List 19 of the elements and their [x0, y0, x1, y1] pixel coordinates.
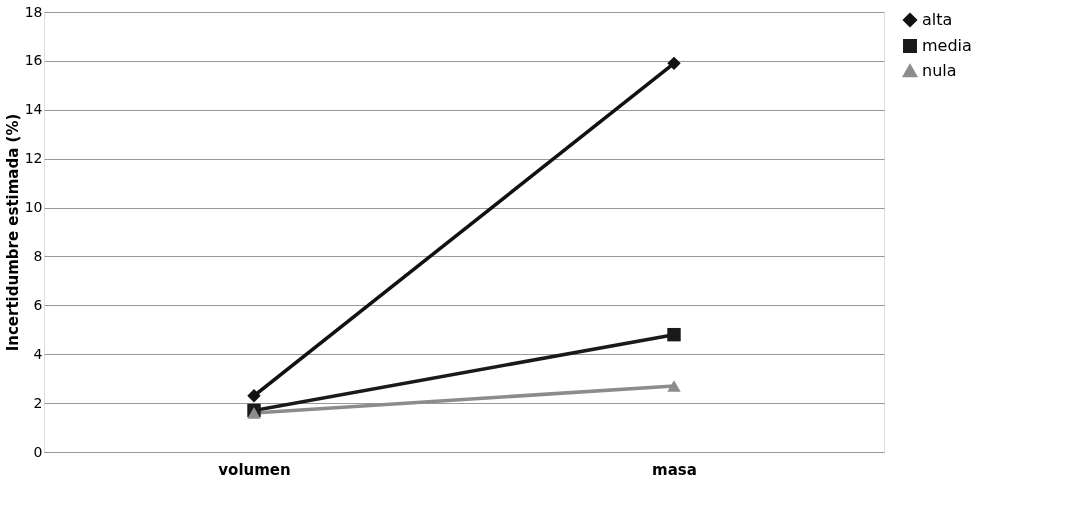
- x-tick-label: volumen: [218, 460, 291, 479]
- point: [667, 56, 681, 71]
- y-tick-label: 16: [24, 52, 43, 69]
- y-tick-label: 14: [24, 101, 43, 118]
- legend-label: nula: [922, 61, 957, 80]
- legend-label: alta: [922, 10, 953, 29]
- y-tick-label: 0: [33, 443, 43, 460]
- y-tick-label: 12: [24, 150, 43, 167]
- y-tick-label: 10: [24, 199, 43, 216]
- y-tick-label: 6: [33, 296, 43, 313]
- y-tick-label: 8: [33, 247, 43, 264]
- legend-label: media: [922, 36, 972, 55]
- y-tick-label: 18: [24, 3, 43, 20]
- point: [247, 389, 261, 403]
- point: [667, 327, 681, 342]
- y-tick-label: 2: [33, 394, 43, 411]
- y-axis-title: Incertidumbre estimada (%): [3, 113, 22, 352]
- y-tick-label: 4: [33, 345, 43, 362]
- x-tick-label: masa: [652, 460, 697, 479]
